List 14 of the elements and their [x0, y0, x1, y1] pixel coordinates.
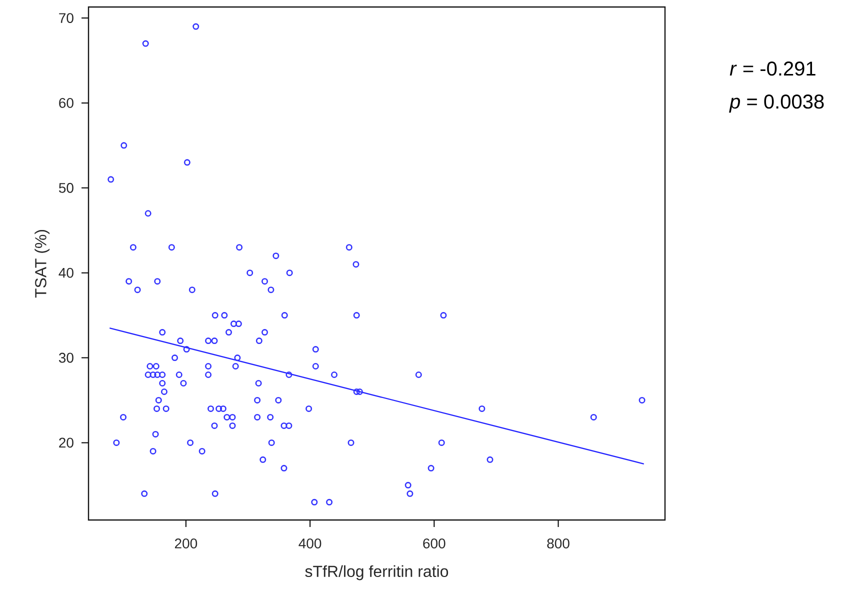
y-tick-label: 70 [59, 13, 74, 23]
x-tick-label: 400 [298, 538, 322, 548]
x-axis-title: sTfR/log ferritin ratio [305, 565, 448, 580]
x-tick-label: 600 [423, 538, 446, 548]
y-tick-label: 60 [59, 98, 74, 108]
y-tick-label: 50 [58, 182, 74, 193]
x-tick-label: 800 [547, 538, 570, 548]
y-axis-title: TSAT (%) [34, 230, 50, 298]
text: r = -0.291 [730, 62, 816, 76]
y-tick-label: 20 [59, 438, 74, 448]
text: p = 0.0038 [729, 94, 824, 113]
y-tick-label: 30 [58, 352, 74, 363]
y-tick-label: 40 [58, 268, 74, 278]
x-tick-label: 200 [174, 538, 198, 548]
